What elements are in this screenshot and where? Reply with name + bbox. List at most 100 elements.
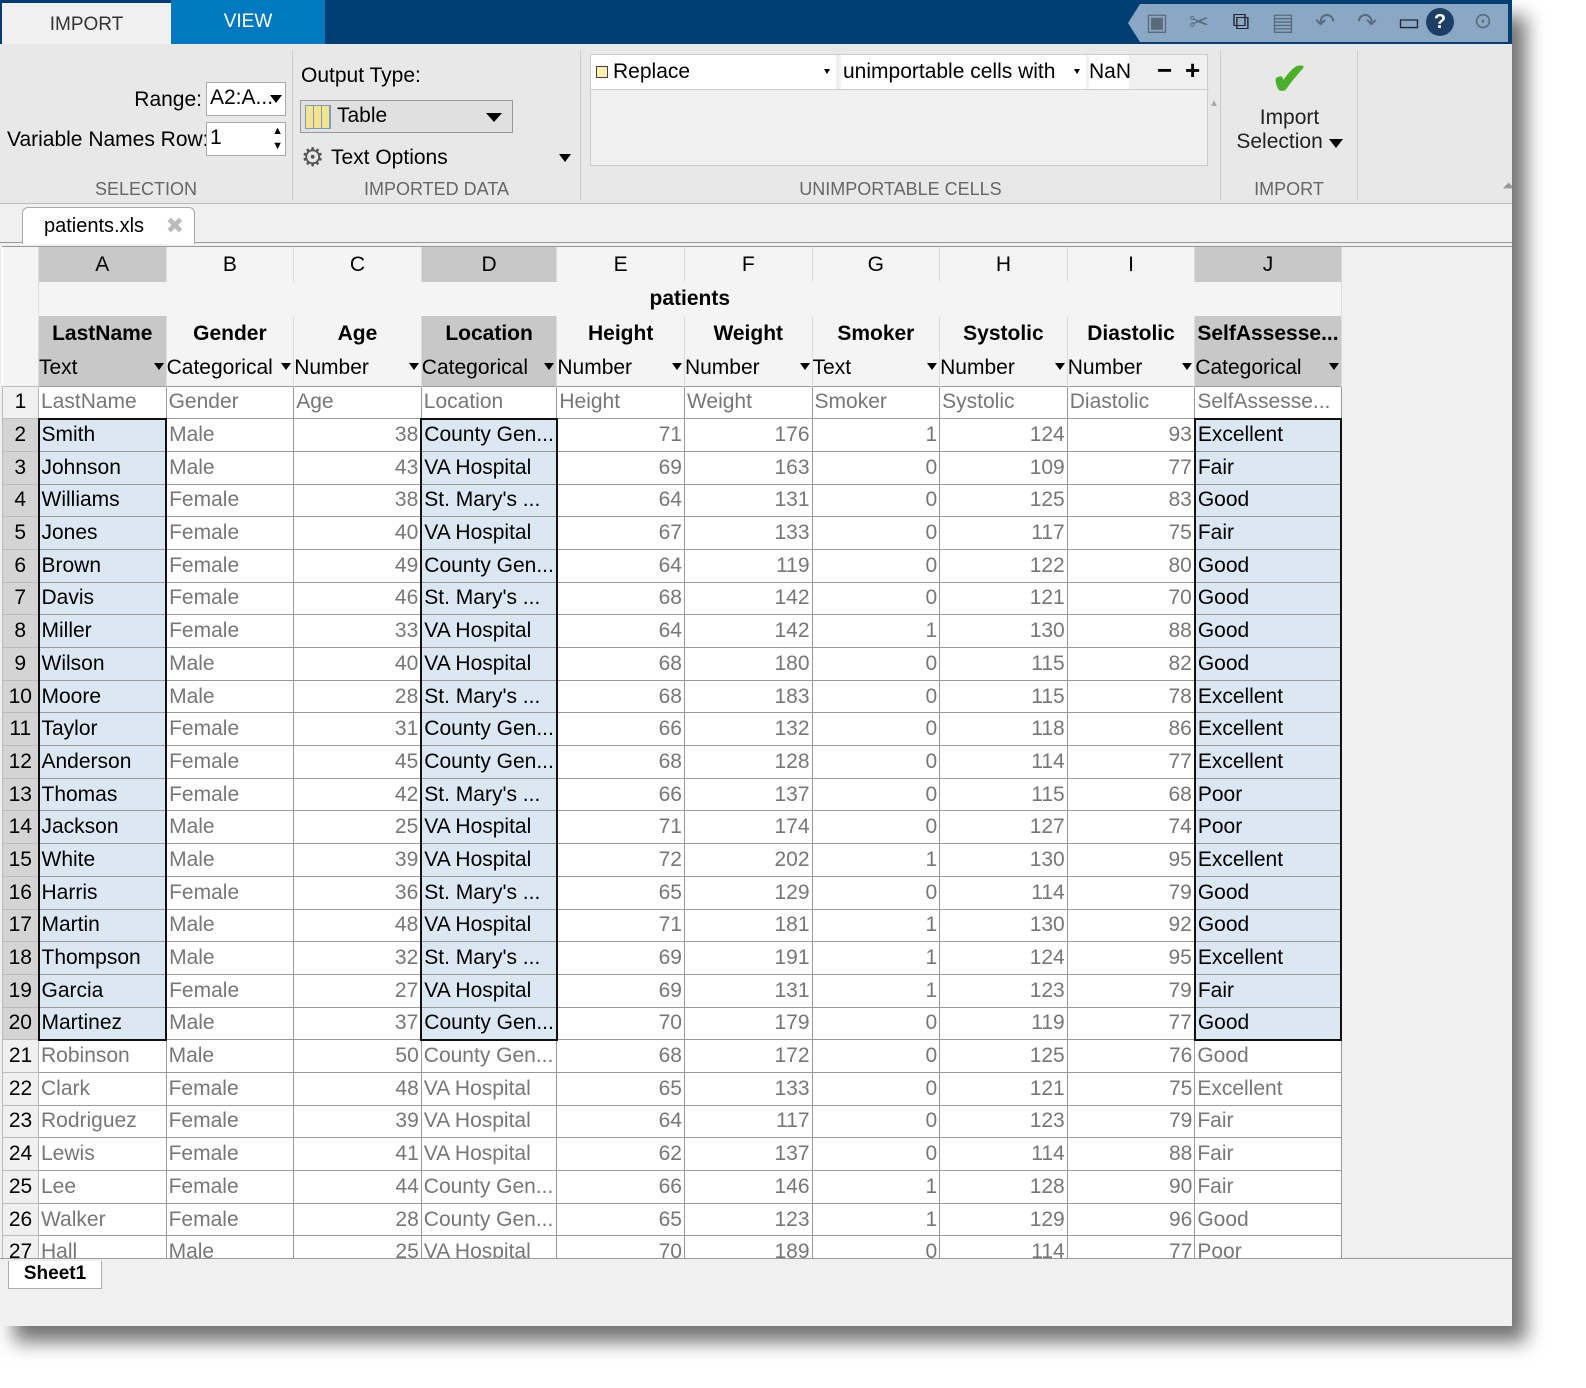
cell-C19[interactable]: 27 — [293, 973, 422, 1008]
cell-H10[interactable]: 115 — [939, 679, 1068, 714]
tab-import[interactable]: IMPORT — [2, 3, 171, 44]
cell-A16[interactable]: Harris — [37, 875, 168, 910]
cell-F3[interactable]: 163 — [683, 450, 813, 485]
cell-H12[interactable]: 114 — [939, 745, 1068, 779]
cell-F17[interactable]: 181 — [683, 908, 813, 943]
cell-C16[interactable]: 36 — [293, 875, 422, 910]
cell-E25[interactable]: 66 — [556, 1170, 685, 1204]
cell-J17[interactable]: Good — [1193, 908, 1343, 943]
cell-I24[interactable]: 88 — [1066, 1137, 1196, 1171]
cell-J23[interactable]: Fair — [1194, 1104, 1342, 1139]
cell-C20[interactable]: 37 — [293, 1006, 422, 1041]
cell-E13[interactable]: 66 — [556, 777, 685, 812]
cell-F10[interactable]: 183 — [683, 679, 813, 714]
cell-D13[interactable]: St. Mary's ... — [420, 777, 558, 812]
cell-G12[interactable]: 0 — [811, 745, 941, 779]
cell-H8[interactable]: 130 — [939, 614, 1068, 648]
cell-J18[interactable]: Excellent — [1193, 941, 1343, 975]
cell-A19[interactable]: Garcia — [37, 973, 168, 1008]
cell-I11[interactable]: 86 — [1066, 712, 1196, 747]
variable-name[interactable]: Height — [556, 316, 685, 351]
cell-C18[interactable]: 32 — [293, 941, 422, 975]
cell-E4[interactable]: 64 — [556, 483, 685, 518]
copy-icon[interactable]: ⧉ — [1232, 8, 1250, 35]
cell-B17[interactable]: Male — [165, 908, 295, 943]
cell-B6[interactable]: Female — [165, 548, 295, 583]
options-icon[interactable]: ⊙ — [1473, 8, 1493, 33]
rule-type-dropdown[interactable]: unimportable cells with — [841, 55, 1086, 89]
cell-F2[interactable]: 176 — [683, 418, 813, 452]
cell-H7[interactable]: 121 — [939, 581, 1068, 616]
column-header-E[interactable]: E — [556, 247, 685, 282]
row-number[interactable]: 15 — [2, 843, 39, 877]
cell-H5[interactable]: 117 — [939, 516, 1068, 550]
cell-H6[interactable]: 122 — [939, 548, 1068, 583]
cell-B9[interactable]: Male — [165, 647, 295, 681]
cell-C14[interactable]: 25 — [293, 810, 422, 845]
cell-D26[interactable]: County Gen... — [420, 1202, 558, 1237]
cell-F5[interactable]: 133 — [683, 516, 813, 550]
row-number[interactable]: 7 — [2, 581, 39, 616]
cell-I17[interactable]: 92 — [1066, 908, 1196, 943]
cell-H19[interactable]: 123 — [939, 973, 1068, 1008]
cell-I20[interactable]: 77 — [1066, 1006, 1196, 1041]
row-number[interactable]: 12 — [2, 745, 39, 779]
cell-I7[interactable]: 70 — [1066, 581, 1196, 616]
cell-J7[interactable]: Good — [1193, 581, 1343, 616]
cell-B3[interactable]: Male — [165, 450, 295, 485]
variable-type-dropdown[interactable]: Number — [684, 351, 813, 386]
cell-E9[interactable]: 68 — [556, 647, 685, 681]
cell-C22[interactable]: 48 — [293, 1071, 422, 1106]
cell-H25[interactable]: 128 — [939, 1170, 1068, 1204]
cell-B13[interactable]: Female — [165, 777, 295, 812]
column-header-I[interactable]: I — [1067, 247, 1196, 282]
cell-B14[interactable]: Male — [165, 810, 295, 845]
cell-C5[interactable]: 40 — [293, 516, 422, 550]
cell-A8[interactable]: Miller — [37, 614, 168, 648]
cell-E21[interactable]: 68 — [556, 1039, 685, 1073]
row-number[interactable]: 5 — [2, 516, 39, 550]
cell-B2[interactable]: Male — [165, 418, 295, 452]
cell-C11[interactable]: 31 — [293, 712, 422, 747]
cell-H11[interactable]: 118 — [939, 712, 1068, 747]
cell-B4[interactable]: Female — [165, 483, 295, 518]
cell-J15[interactable]: Excellent — [1193, 843, 1343, 877]
cell-F16[interactable]: 129 — [683, 875, 813, 910]
row-number[interactable]: 8 — [2, 614, 39, 648]
cell-E7[interactable]: 68 — [556, 581, 685, 616]
cell-I2[interactable]: 93 — [1066, 418, 1196, 452]
cell-C21[interactable]: 50 — [293, 1039, 422, 1073]
row-number[interactable]: 10 — [2, 679, 39, 714]
cell-B21[interactable]: Male — [165, 1039, 295, 1073]
cell-G23[interactable]: 0 — [811, 1104, 941, 1139]
cell-C12[interactable]: 45 — [293, 745, 422, 779]
cell-J14[interactable]: Poor — [1193, 810, 1343, 845]
cell-J2[interactable]: Excellent — [1193, 417, 1343, 452]
row-number[interactable]: 17 — [2, 908, 39, 943]
cell-C7[interactable]: 46 — [293, 581, 422, 616]
cell-I12[interactable]: 77 — [1066, 745, 1196, 779]
cell-G24[interactable]: 0 — [811, 1137, 941, 1171]
cell-B8[interactable]: Female — [165, 614, 295, 648]
cell-C13[interactable]: 42 — [293, 777, 422, 812]
cell-E10[interactable]: 68 — [556, 679, 685, 714]
cell-A23[interactable]: Rodriguez — [38, 1104, 167, 1139]
collapse-toolstrip-icon[interactable]: ⏶ — [1502, 178, 1512, 195]
cell-A25[interactable]: Lee — [38, 1170, 167, 1204]
cell-G14[interactable]: 0 — [811, 810, 941, 845]
cell-A2[interactable]: Smith — [37, 417, 168, 452]
cell-I26[interactable]: 96 — [1066, 1202, 1196, 1237]
variable-name[interactable]: Smoker — [812, 316, 941, 351]
row-number[interactable]: 23 — [2, 1104, 39, 1139]
cell-F21[interactable]: 172 — [683, 1039, 813, 1073]
row-number[interactable]: 20 — [2, 1006, 39, 1041]
column-header-C[interactable]: C — [293, 247, 422, 282]
cell-B16[interactable]: Female — [165, 875, 295, 910]
variable-type-dropdown[interactable]: Categorical — [1194, 351, 1342, 386]
cell-H15[interactable]: 130 — [939, 843, 1068, 877]
cell-C9[interactable]: 40 — [293, 647, 422, 681]
cell-J4[interactable]: Good — [1193, 483, 1343, 518]
redo-icon[interactable]: ↷ — [1356, 9, 1378, 36]
cell-E17[interactable]: 71 — [556, 908, 685, 943]
cell-D10[interactable]: St. Mary's ... — [420, 679, 558, 714]
